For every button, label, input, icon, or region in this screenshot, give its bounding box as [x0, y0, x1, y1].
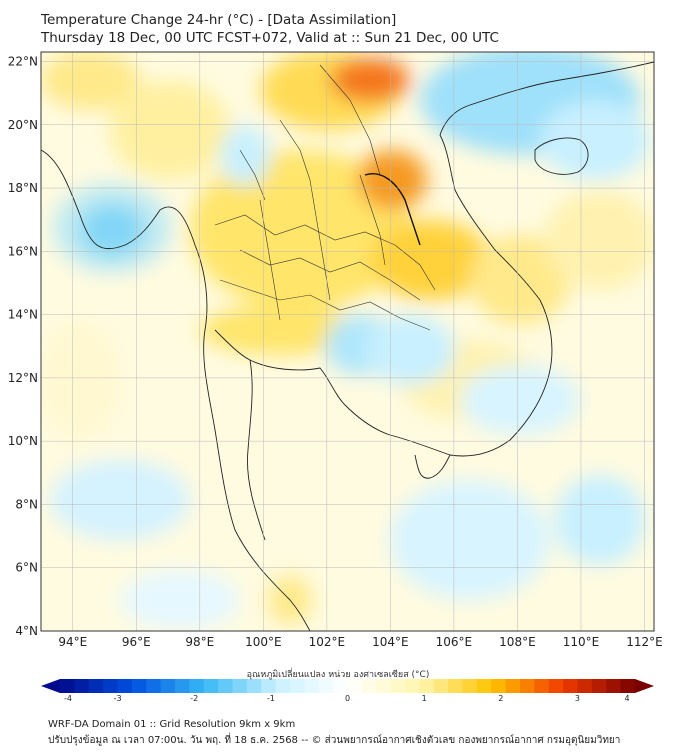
- lat-label: 10°N: [8, 434, 38, 448]
- lon-label: 102°E: [309, 635, 346, 649]
- colorbar-bins: [60, 679, 636, 693]
- longitude-labels: 94°E 96°E 98°E 100°E 102°E 104°E 106°E 108°E 110…: [58, 635, 662, 649]
- colorbar-bin: [117, 679, 133, 693]
- colorbar-bin: [591, 679, 607, 693]
- lon-label: 98°E: [185, 635, 214, 649]
- lat-label: 18°N: [8, 181, 38, 195]
- colorbar-bin: [304, 679, 320, 693]
- colorbar-tick-label: 1: [422, 694, 427, 703]
- lon-label: 110°E: [563, 635, 600, 649]
- colorbar-tick-label: -4: [64, 694, 72, 703]
- chart-subtitle: Thursday 18 Dec, 00 UTC FCST+072, Valid …: [41, 30, 499, 46]
- lon-label: 108°E: [499, 635, 536, 649]
- colorbar-bin: [577, 679, 593, 693]
- latitude-labels: 22°N 20°N 18°N 16°N 14°N 12°N 10°N 8°N 6°N 4°N: [8, 54, 38, 638]
- lat-label: 6°N: [15, 561, 38, 575]
- colorbar-bin: [290, 679, 305, 693]
- colorbar-bin: [261, 679, 277, 693]
- colorbar-bin: [160, 679, 176, 693]
- colorbar-bin: [448, 679, 463, 693]
- colorbar-bin: [232, 679, 248, 693]
- colorbar-bin: [246, 679, 262, 693]
- lat-label: 14°N: [8, 308, 38, 322]
- lon-label: 96°E: [122, 635, 151, 649]
- colorbar-bin: [60, 679, 75, 693]
- colorbar-bin: [175, 679, 190, 693]
- colorbar-bin: [103, 679, 118, 693]
- colorbar-tick-label: 4: [624, 694, 629, 703]
- colorbar-bin: [548, 679, 564, 693]
- lat-label: 12°N: [8, 371, 38, 385]
- colorbar-bin: [74, 679, 90, 693]
- graticule: [41, 52, 654, 631]
- lon-label: 112°E: [626, 635, 663, 649]
- colorbar-right-arrow: [635, 679, 654, 693]
- colorbar-bin: [419, 679, 435, 693]
- lat-label: 20°N: [8, 118, 38, 132]
- colorbar-bin: [505, 679, 521, 693]
- colorbar-bin: [462, 679, 478, 693]
- lat-label: 8°N: [15, 497, 38, 511]
- footer-credit: ปรับปรุงข้อมูล ณ เวลา 07:00น. วัน พฤ. ที…: [48, 735, 621, 746]
- lon-label: 106°E: [436, 635, 473, 649]
- colorbar-ticks: -4 -3 -2 -1 0 1 2 3 4: [64, 694, 630, 703]
- colorbar-bin: [534, 679, 550, 693]
- colorbar-bin: [275, 679, 291, 693]
- map-frame: [40, 51, 655, 632]
- colorbar-bin: [563, 679, 578, 693]
- lon-label: 104°E: [372, 635, 409, 649]
- colorbar-bin: [376, 679, 392, 693]
- coastlines: [41, 61, 654, 631]
- colorbar-bin: [218, 679, 233, 693]
- lat-label: 4°N: [15, 624, 38, 638]
- colorbar: -4 -3 -2 -1 0 1 2 3 4: [41, 679, 654, 703]
- colorbar-bin: [491, 679, 507, 693]
- colorbar-tick-label: -1: [267, 694, 275, 703]
- colorbar-bin: [318, 679, 334, 693]
- colorbar-left-arrow: [41, 679, 60, 693]
- colorbar-bin: [131, 679, 147, 693]
- colorbar-bin: [203, 679, 219, 693]
- lat-label: 22°N: [8, 54, 38, 68]
- colorbar-bin: [390, 679, 406, 693]
- colorbar-bin: [146, 679, 162, 693]
- colorbar-tick-label: -2: [190, 694, 198, 703]
- colorbar-tick-label: 3: [575, 694, 580, 703]
- lat-label: 16°N: [8, 244, 38, 258]
- colorbar-tick-label: -3: [114, 694, 122, 703]
- colorbar-tick-label: 2: [498, 694, 503, 703]
- colorbar-bin: [361, 679, 377, 693]
- footer-model-info: WRF-DA Domain 01 :: Grid Resolution 9km …: [48, 719, 296, 730]
- colorbar-bin: [88, 679, 104, 693]
- chart-title: Temperature Change 24-hr (°C) - [Data As…: [41, 12, 397, 28]
- colorbar-bin: [189, 679, 205, 693]
- colorbar-bin: [606, 679, 622, 693]
- lon-label: 100°E: [245, 635, 282, 649]
- colorbar-bin: [476, 679, 492, 693]
- lon-label: 94°E: [58, 635, 87, 649]
- colorbar-bin: [520, 679, 535, 693]
- colorbar-bin: [333, 679, 348, 693]
- colorbar-bin: [347, 679, 363, 693]
- colorbar-bin: [433, 679, 449, 693]
- colorbar-tick-label: 0: [345, 694, 350, 703]
- temperature-field: [41, 52, 654, 630]
- map-panel: [41, 52, 654, 631]
- colorbar-title: อุณหภูมิเปลี่ยนแปลง หน่วย องศาเซลเซียส (…: [246, 670, 430, 680]
- river-border: [364, 173, 421, 246]
- colorbar-bin: [620, 679, 636, 693]
- colorbar-bin: [405, 679, 420, 693]
